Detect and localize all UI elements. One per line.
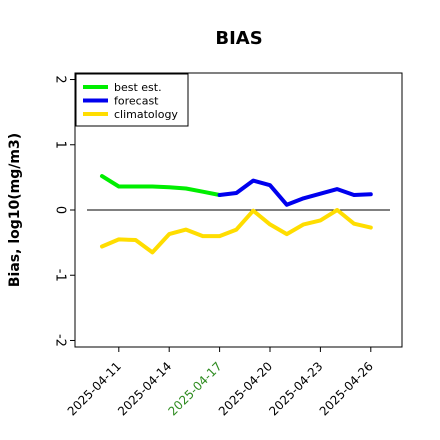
chart-marks: -2-10122025-04-112025-04-142025-04-17202… [53, 75, 390, 418]
chart-title: BIAS [215, 28, 262, 49]
y-tick-label: -1 [53, 269, 68, 282]
y-tick-label: 1 [53, 141, 68, 149]
y-tick-label: 2 [53, 75, 68, 83]
series-line-best-est- [100, 174, 222, 197]
x-tick-label: 2025-04-26 [317, 359, 376, 418]
series-line-forecast [217, 178, 373, 207]
series-line-climatology [100, 208, 373, 255]
y-axis-label: Bias, log10(mg/m3) [7, 133, 23, 287]
y-tick-label: 0 [53, 206, 68, 214]
y-tick-label: -2 [53, 334, 68, 347]
legend-label: forecast [114, 95, 159, 108]
legend-label: climatology [114, 108, 178, 121]
legend-label: best est. [114, 81, 162, 94]
